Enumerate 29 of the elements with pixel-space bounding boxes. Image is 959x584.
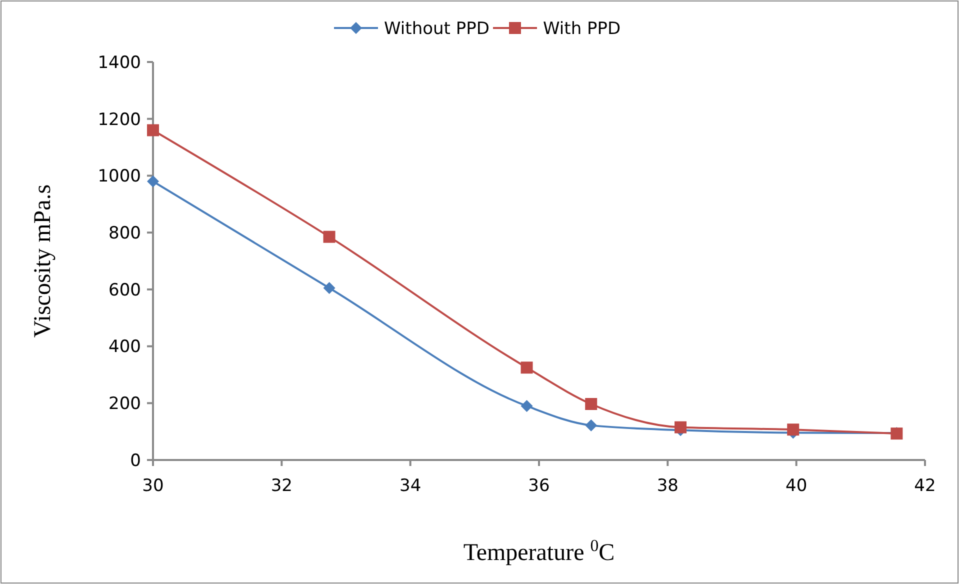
x-axis-title: Temperature $^{0}$C xyxy=(463,536,615,566)
y-tick-label: 400 xyxy=(108,337,141,358)
y-tick-label: 800 xyxy=(108,224,141,244)
point xyxy=(585,398,598,410)
x-tick-label: 42 xyxy=(914,476,936,496)
y-tick-label: 0 xyxy=(130,450,141,471)
point xyxy=(147,124,159,136)
point xyxy=(585,419,598,432)
y-tick-label: 1400 xyxy=(98,52,141,73)
y-tick-label: 1200 xyxy=(98,110,141,130)
point xyxy=(674,421,687,434)
x-tick-label: 40 xyxy=(786,476,808,496)
x-tick-label: 38 xyxy=(656,476,678,496)
legend-label: With PPD xyxy=(543,18,621,39)
y-tick-label: 1000 xyxy=(98,166,141,187)
point xyxy=(147,175,159,188)
y-tick-label: 600 xyxy=(108,280,141,300)
point xyxy=(323,230,336,243)
point xyxy=(323,282,336,294)
legend-label: Without PPD xyxy=(384,18,490,39)
y-axis-title: Viscosity mPa.s xyxy=(30,184,56,338)
point xyxy=(787,424,800,436)
point xyxy=(520,400,533,412)
x-tick-label: 34 xyxy=(400,476,422,496)
point xyxy=(520,362,533,374)
x-tick-label: 36 xyxy=(528,476,550,496)
x-tick-label: 30 xyxy=(142,476,164,496)
x-tick-label: 32 xyxy=(270,476,292,496)
y-tick-label: 200 xyxy=(108,394,141,414)
